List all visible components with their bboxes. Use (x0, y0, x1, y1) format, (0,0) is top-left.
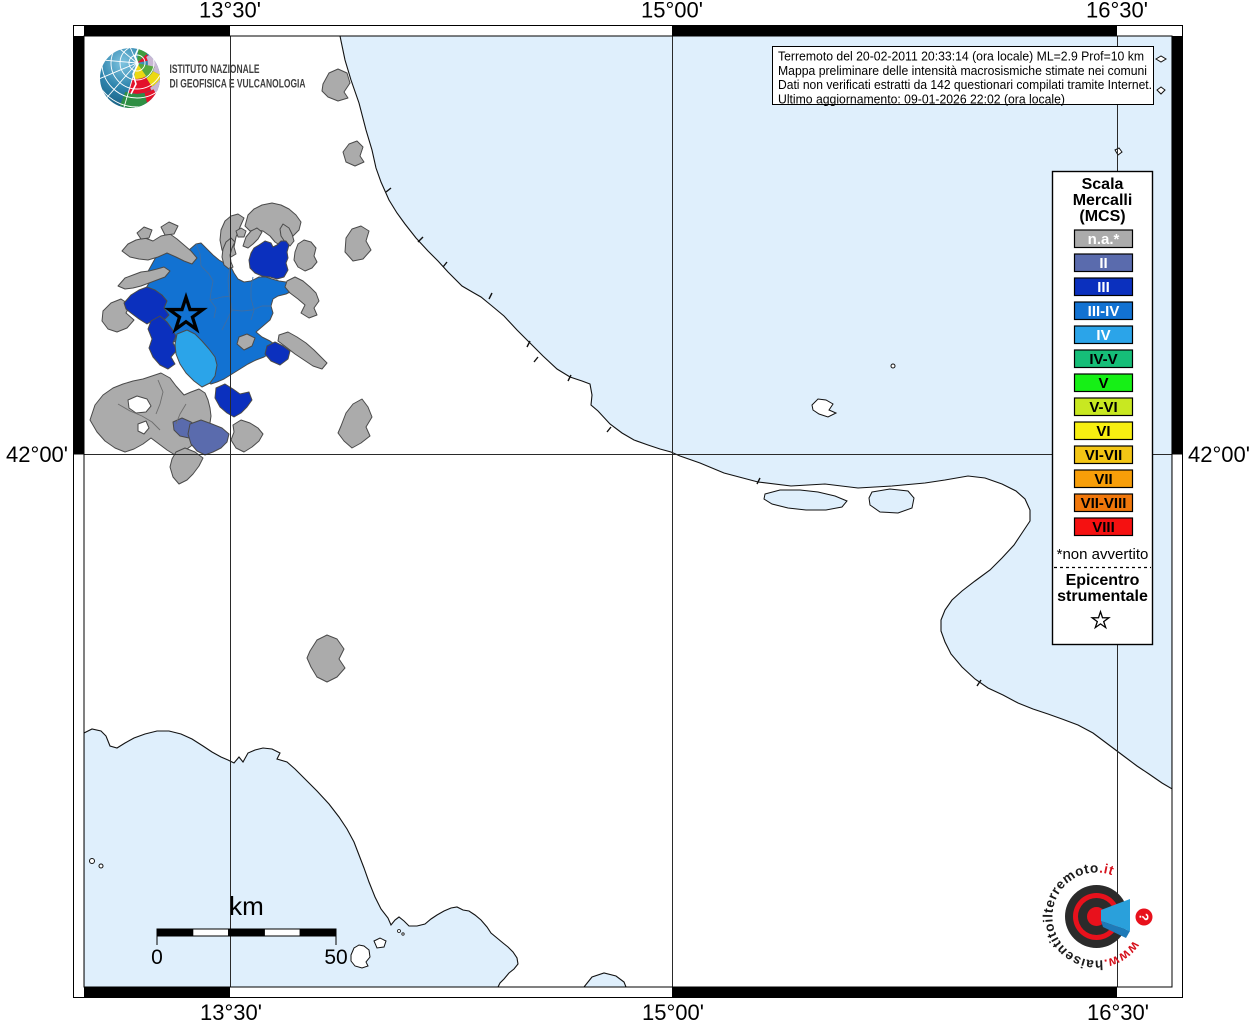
svg-text:15°00': 15°00' (641, 0, 703, 23)
svg-text:V-VI: V-VI (1089, 399, 1117, 416)
svg-text:?: ? (1137, 913, 1152, 921)
svg-text:(MCS): (MCS) (1079, 208, 1125, 225)
svg-text:ISTITUTO NAZIONALE: ISTITUTO NAZIONALE (170, 62, 260, 76)
svg-text:IV: IV (1096, 327, 1110, 344)
svg-text:Mappa preliminare delle intens: Mappa preliminare delle intensità macros… (778, 63, 1147, 78)
svg-text:III: III (1097, 279, 1110, 296)
svg-text:VI: VI (1096, 423, 1110, 440)
svg-text:42°00': 42°00' (1188, 442, 1250, 467)
svg-text:16°30': 16°30' (1086, 0, 1148, 23)
svg-text:II: II (1099, 255, 1107, 272)
svg-text:n.a.*: n.a.* (1088, 231, 1120, 248)
svg-text:13°30': 13°30' (200, 1000, 262, 1024)
svg-text:km: km (229, 891, 264, 921)
svg-text:VII: VII (1094, 471, 1112, 488)
svg-text:V: V (1098, 375, 1108, 392)
svg-text:0: 0 (151, 946, 163, 969)
svg-text:Mercalli: Mercalli (1073, 192, 1133, 209)
svg-text:IV-V: IV-V (1089, 351, 1117, 368)
svg-text:16°30': 16°30' (1087, 1000, 1149, 1024)
svg-text:strumentale: strumentale (1057, 588, 1148, 605)
svg-text:VIII: VIII (1092, 519, 1115, 536)
svg-text:DI GEOFISICA E VULCANOLOGIA: DI GEOFISICA E VULCANOLOGIA (170, 77, 306, 91)
svg-text:15°00': 15°00' (642, 1000, 704, 1024)
svg-text:*non avvertito: *non avvertito (1057, 546, 1149, 563)
svg-text:Epicentro: Epicentro (1066, 572, 1140, 589)
svg-text:42°00': 42°00' (6, 442, 68, 467)
svg-text:VI-VII: VI-VII (1085, 447, 1123, 464)
svg-text:III-IV: III-IV (1088, 303, 1120, 320)
svg-text:VII-VIII: VII-VIII (1081, 495, 1127, 512)
svg-text:Dati non verificati estratti d: Dati non verificati estratti da 142 ques… (778, 77, 1152, 92)
svg-text:Scala: Scala (1082, 176, 1124, 193)
svg-text:Ultimo aggiornamento: 09-01-20: Ultimo aggiornamento: 09-01-2026 22:02 (… (778, 91, 1065, 106)
svg-text:Terremoto del 20-02-2011 20:33: Terremoto del 20-02-2011 20:33:14 (ora l… (778, 49, 1144, 64)
svg-text:50: 50 (324, 946, 347, 969)
svg-text:13°30': 13°30' (199, 0, 261, 23)
